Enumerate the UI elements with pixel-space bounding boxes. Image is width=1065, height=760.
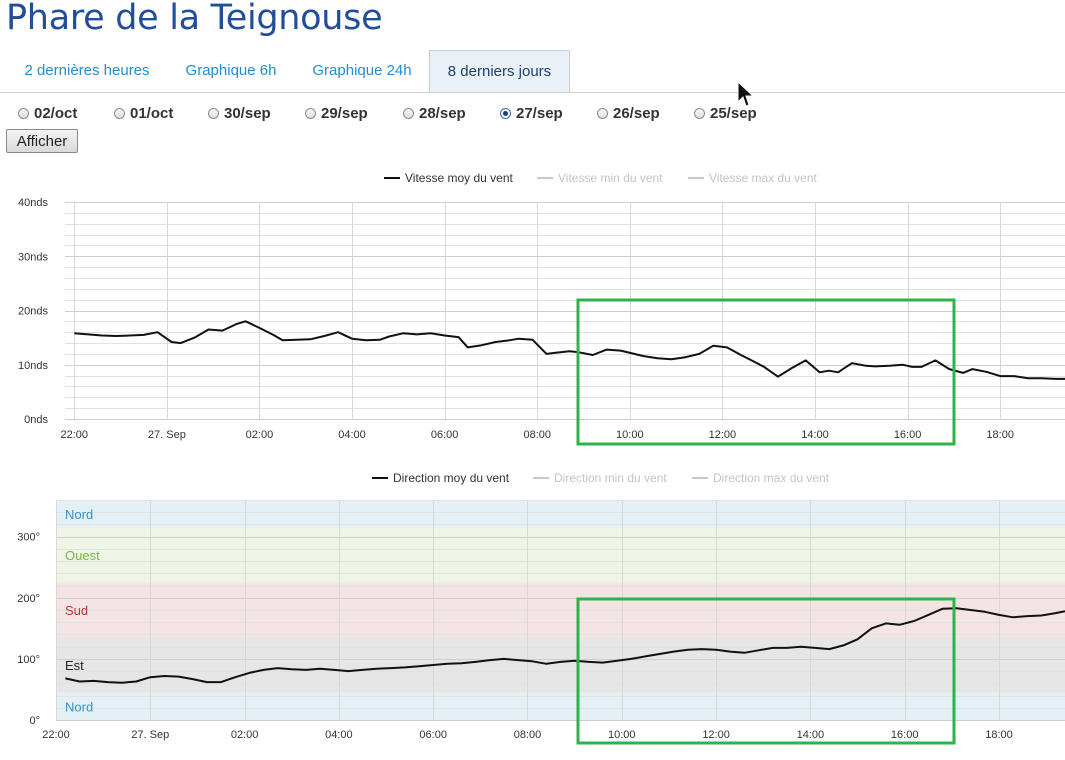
date-label: 30/sep [224,104,271,122]
highlight-box [576,597,956,745]
x-tick-label: 12:00 [709,429,737,441]
radio-button[interactable] [208,107,219,119]
date-selector: 02/oct 01/oct 30/sep 29/sep 28/sep 27/se… [0,102,1065,124]
date-radio-28-sep[interactable]: 28/sep [403,102,466,124]
x-tick-label: 06:00 [431,429,459,441]
tab-2-dernieres-heures[interactable]: 2 dernières heures [24,62,150,79]
direction-band [56,692,1065,720]
band-label: Sud [65,603,88,618]
y-tick-label: 40nds [18,197,48,209]
x-tick-label: 10:00 [608,729,636,741]
y-tick-label: 30nds [18,251,48,263]
y-tick-label: 0nds [24,414,48,426]
x-tick-label: 08:00 [514,729,542,741]
y-tick-label: 0° [29,715,40,727]
x-tick-label: 14:00 [797,729,825,741]
date-label: 01/oct [130,104,174,122]
legend-item: Direction min du vent [554,471,667,485]
date-radio-26-sep[interactable]: 26/sep [597,102,660,124]
radio-button[interactable] [403,107,414,119]
radio-button[interactable] [305,107,316,119]
grid [56,500,1065,721]
legend-item: Direction moy du vent [393,471,510,485]
wind-direction-chart: Direction moy du vent Direction min du ve… [17,471,1065,745]
x-tick-label: 12:00 [702,729,730,741]
radio-button[interactable] [114,107,125,119]
x-tick-label: 06:00 [419,729,447,741]
mouse-cursor-icon [737,80,755,107]
x-tick-label: 08:00 [523,429,551,441]
x-tick-label: 04:00 [338,429,366,441]
tab-bar: 2 dernières heures Graphique 6h Graphiqu… [0,50,1065,93]
date-radio-01-oct[interactable]: 01/oct [114,102,173,124]
date-radio-29-sep[interactable]: 29/sep [305,102,368,124]
x-tick-label: 14:00 [801,429,829,441]
highlight-box [576,298,956,446]
y-tick-label: 100° [17,654,40,666]
x-tick-label: 02:00 [231,729,259,741]
band-label: Est [65,658,84,673]
wind-speed-chart: Vitesse moy du vent Vitesse min du vent Vi… [18,171,1065,446]
legend-item: Vitesse min du vent [558,171,663,185]
y-tick-label: 300° [17,532,40,544]
direction-band [56,500,1065,528]
band-label: Nord [65,507,93,522]
afficher-button[interactable]: Afficher [6,129,78,153]
direction-band [56,527,1065,583]
series-line [65,607,1065,684]
x-tick-label: 02:00 [246,429,274,441]
date-label: 29/sep [321,104,368,122]
y-tick-label: 200° [17,593,40,605]
legend-item: Vitesse max du vent [709,171,818,185]
tab-graphique-24h[interactable]: Graphique 24h [312,62,412,79]
band-label: Nord [65,699,93,714]
x-tick-label: 18:00 [985,729,1013,741]
y-tick-label: 10nds [18,360,48,372]
grid [65,202,1065,420]
legend-item: Direction max du vent [713,471,830,485]
tab-8-derniers-jours[interactable]: 8 derniers jours [429,50,570,92]
date-radio-30-sep[interactable]: 30/sep [208,102,271,124]
x-tick-label: 22:00 [42,729,70,741]
x-tick-label: 27. Sep [148,429,186,441]
date-label: 26/sep [613,104,660,122]
legend-item: Vitesse moy du vent [405,171,514,185]
radio-button[interactable] [18,107,29,119]
x-tick-label: 04:00 [325,729,353,741]
x-tick-label: 16:00 [894,429,922,441]
radio-button[interactable] [597,107,608,119]
x-tick-label: 22:00 [60,429,88,441]
date-label: 27/sep [516,104,563,122]
x-tick-label: 18:00 [986,429,1014,441]
date-radio-27-sep[interactable]: 27/sep [500,102,563,124]
date-label: 28/sep [419,104,466,122]
direction-band [56,637,1065,693]
y-tick-label: 20nds [18,306,48,318]
tab-graphique-6h[interactable]: Graphique 6h [185,62,277,79]
radio-button-selected[interactable] [500,107,511,119]
x-tick-label: 16:00 [891,729,919,741]
radio-button[interactable] [694,107,705,119]
band-label: Ouest [65,548,100,563]
date-label: 02/oct [34,104,78,122]
series-line [74,320,1065,380]
date-radio-02-oct[interactable]: 02/oct [18,102,77,124]
date-label: 25/sep [710,104,757,122]
x-tick-label: 10:00 [616,429,644,441]
date-radio-25-sep[interactable]: 25/sep [694,102,757,124]
x-tick-label: 27. Sep [131,729,169,741]
page-title: Phare de la Teignouse [6,0,383,38]
